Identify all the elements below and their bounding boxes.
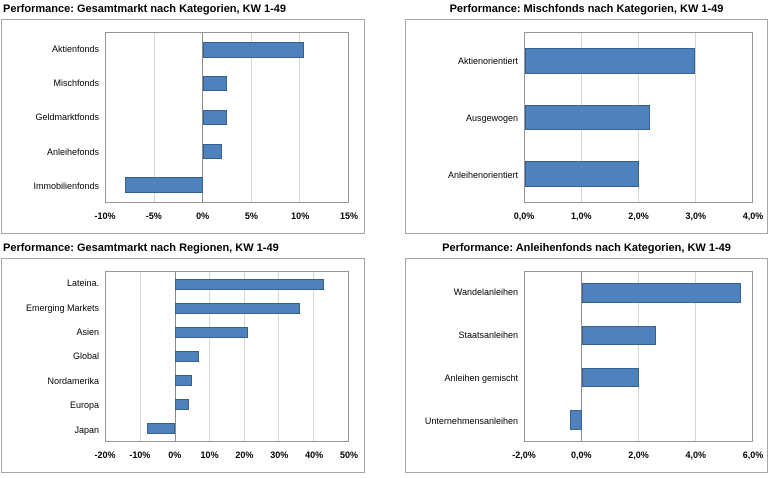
plot-area bbox=[524, 271, 753, 442]
x-tick-label: 30% bbox=[270, 450, 289, 460]
category-label: Staatsanleihen bbox=[458, 330, 518, 341]
gridline bbox=[153, 33, 155, 202]
chart-frame: Aktienorientiert Ausgewogen Anleihenorient… bbox=[405, 19, 768, 234]
x-tick-label: -10% bbox=[129, 450, 151, 460]
x-tick-label: 0,0% bbox=[570, 450, 592, 460]
gridline bbox=[250, 33, 252, 202]
gridline bbox=[243, 272, 245, 441]
chart-card-gesamtmarkt-regionen: Performance: Gesamtmarkt nach Regionen, … bbox=[0, 239, 385, 478]
bar bbox=[581, 283, 741, 303]
gridline bbox=[209, 272, 211, 441]
x-tick-label: 0% bbox=[168, 450, 182, 460]
x-axis-labels: -10% -5% 0% 5% 10% 15% bbox=[94, 211, 358, 224]
category-label: Anleihen gemischt bbox=[444, 372, 518, 383]
category-label: Geldmarktfonds bbox=[35, 112, 99, 123]
gridline bbox=[278, 272, 280, 441]
bar bbox=[175, 399, 189, 411]
x-tick-label: 1,0% bbox=[570, 211, 592, 221]
category-label: Nordamerika bbox=[47, 375, 99, 386]
category-label: Asien bbox=[76, 327, 99, 338]
chart-title: Performance: Anleihenfonds nach Kategori… bbox=[442, 242, 731, 254]
category-axis: Lateina. Emerging Markets Asien Global Norda… bbox=[6, 271, 99, 442]
chart-title: Performance: Mischfonds nach Kategorien,… bbox=[449, 3, 724, 15]
bar bbox=[525, 104, 650, 131]
bar bbox=[581, 325, 656, 346]
category-axis: Wandelanleihen Staatsanleihen Anleihen gem… bbox=[410, 271, 518, 442]
x-tick-label: 2,0% bbox=[628, 450, 649, 460]
category-axis: Aktienorientiert Ausgewogen Anleihenorient… bbox=[410, 32, 518, 203]
x-tick-label: 20% bbox=[235, 450, 254, 460]
plot-area bbox=[105, 271, 349, 442]
x-tick-label: 10% bbox=[291, 211, 310, 221]
plot-area bbox=[524, 32, 753, 203]
category-label: Anleihefonds bbox=[46, 146, 99, 157]
category-label: Anleihenorientiert bbox=[447, 169, 518, 180]
chart-title: Performance: Gesamtmarkt nach Kategorien… bbox=[3, 3, 287, 15]
category-label: Ausgewogen bbox=[465, 112, 518, 123]
x-tick-label: 3,0% bbox=[685, 211, 707, 221]
bar bbox=[525, 48, 696, 75]
category-label: Emerging Markets bbox=[25, 302, 99, 313]
bar bbox=[525, 160, 639, 187]
bar bbox=[570, 410, 582, 430]
x-tick-label: 4,0% bbox=[742, 211, 764, 221]
x-axis-labels: 0,0% 1,0% 2,0% 3,0% 4,0% bbox=[514, 211, 764, 224]
x-tick-label: -20% bbox=[94, 450, 116, 460]
category-axis: Aktienfonds Mischfonds Geldmarktfonds Anlei… bbox=[6, 32, 99, 203]
x-tick-label: 0% bbox=[196, 211, 210, 221]
gridline bbox=[312, 272, 314, 441]
x-axis-labels: -2,0% 0,0% 2,0% 4,0% 6,0% bbox=[512, 450, 763, 463]
bar bbox=[202, 143, 223, 160]
x-axis-labels: -20% -10% 0% 10% 20% 30% 40% 50% bbox=[94, 450, 358, 463]
gridline bbox=[694, 272, 696, 441]
category-label: Mischfonds bbox=[53, 78, 99, 89]
category-label: Europa bbox=[69, 400, 99, 411]
category-label: Aktienfonds bbox=[51, 44, 99, 55]
bar bbox=[125, 177, 203, 193]
gridline bbox=[694, 33, 696, 202]
category-label: Unternehmensanleihen bbox=[424, 415, 518, 426]
category-label: Japan bbox=[74, 424, 99, 435]
x-tick-label: 5% bbox=[244, 211, 258, 221]
chart-frame: Wandelanleihen Staatsanleihen Anleihen gem… bbox=[405, 258, 768, 473]
category-label: Lateina. bbox=[66, 278, 99, 289]
bar bbox=[202, 109, 227, 126]
x-tick-label: -2,0% bbox=[512, 450, 536, 460]
bar bbox=[202, 42, 305, 58]
plot-area bbox=[105, 32, 349, 203]
x-tick-label: 15% bbox=[339, 211, 359, 221]
chart-card-gesamtmarkt-kategorien: Performance: Gesamtmarkt nach Kategorien… bbox=[0, 0, 385, 239]
x-tick-label: 0,0% bbox=[513, 211, 535, 221]
zero-axis-line bbox=[581, 272, 583, 441]
chart-frame: Lateina. Emerging Markets Asien Global Norda… bbox=[1, 258, 365, 473]
bar bbox=[175, 278, 324, 290]
category-label: Wandelanleihen bbox=[453, 287, 518, 298]
chart-card-anleihenfonds-kategorien: Performance: Anleihenfonds nach Kategori… bbox=[385, 239, 770, 478]
gridline bbox=[638, 272, 639, 441]
x-tick-label: 6,0% bbox=[742, 450, 764, 460]
chart-frame: Aktienfonds Mischfonds Geldmarktfonds Anlei… bbox=[1, 19, 365, 234]
category-label: Global bbox=[72, 351, 99, 362]
x-tick-label: 50% bbox=[339, 450, 359, 460]
x-tick-label: 10% bbox=[200, 450, 219, 460]
gridline bbox=[140, 272, 142, 441]
category-label: Aktienorientiert bbox=[457, 55, 518, 66]
gridline bbox=[299, 33, 301, 202]
x-tick-label: -10% bbox=[94, 211, 116, 221]
x-tick-label: 40% bbox=[305, 450, 324, 460]
bar bbox=[202, 75, 227, 92]
bar bbox=[175, 302, 300, 314]
bar bbox=[175, 375, 193, 387]
x-tick-label: -5% bbox=[145, 211, 162, 221]
category-label: Immobilienfonds bbox=[33, 180, 99, 191]
chart-title: Performance: Gesamtmarkt nach Regionen, … bbox=[3, 242, 279, 254]
x-tick-label: 4,0% bbox=[685, 450, 707, 460]
x-tick-label: 2,0% bbox=[628, 211, 649, 221]
bar bbox=[581, 367, 639, 388]
bar bbox=[175, 350, 200, 363]
bar bbox=[147, 423, 176, 435]
bar bbox=[175, 326, 248, 338]
chart-card-mischfonds-kategorien: Performance: Mischfonds nach Kategorien,… bbox=[385, 0, 770, 239]
